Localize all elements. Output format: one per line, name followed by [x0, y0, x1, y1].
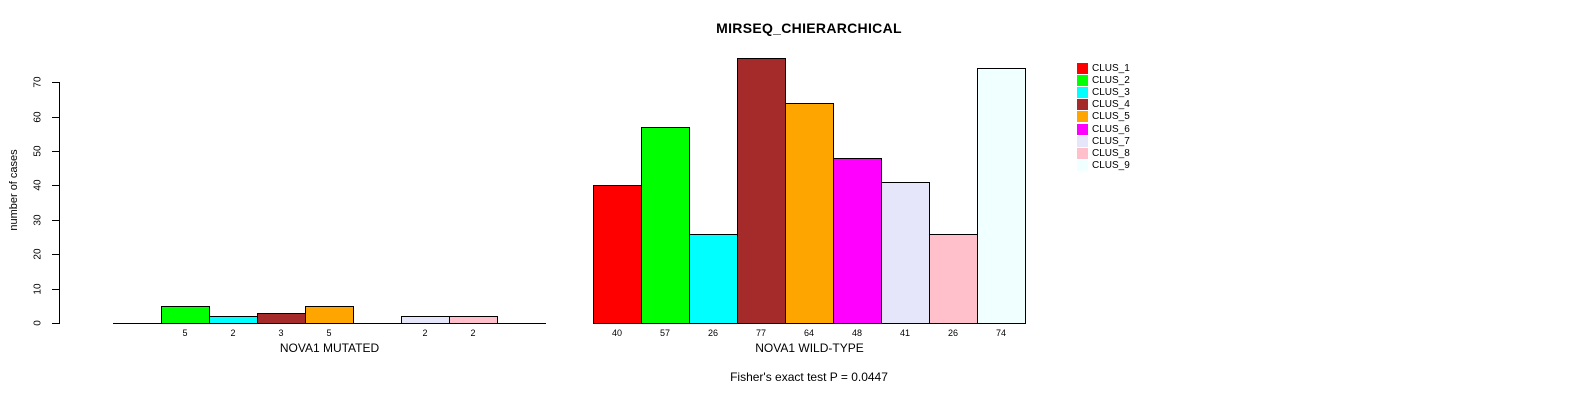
legend-label-clus_6: CLUS_6 [1092, 123, 1130, 135]
legend-swatch-clus_9 [1077, 159, 1088, 171]
legend-swatch-clus_7 [1077, 135, 1088, 147]
bar-value-label: 2 [230, 328, 236, 338]
bar-value-label: 41 [899, 328, 911, 338]
legend-label-clus_3: CLUS_3 [1092, 87, 1130, 99]
bar-clus_4 [737, 58, 786, 324]
y-tick-mark [52, 219, 59, 221]
bar-value-label: 26 [707, 328, 719, 338]
bar-value-label: 2 [470, 328, 476, 338]
legend-swatch-clus_1 [1077, 63, 1088, 74]
legend-label-clus_5: CLUS_5 [1092, 111, 1130, 123]
bar-value-label: 26 [947, 328, 959, 338]
bar-value-label: 5 [326, 328, 332, 338]
fisher-test-annotation: Fisher's exact test P = 0.0447 [730, 370, 888, 384]
chart-title: MIRSEQ_CHIERARCHICAL [716, 20, 902, 36]
legend-swatch-clus_3 [1077, 87, 1088, 99]
bar-value-label: 5 [182, 328, 188, 338]
bar-value-label: 64 [803, 328, 815, 338]
legend-label-clus_1: CLUS_1 [1092, 63, 1130, 74]
bar-clus_9 [977, 68, 1026, 324]
y-tick-mark [52, 288, 59, 290]
legend-label-clus_7: CLUS_7 [1092, 135, 1130, 147]
group-label-nova1-mutated: NOVA1 MUTATED [279, 341, 380, 355]
bar-clus_2 [641, 127, 690, 324]
legend-swatch-clus_5 [1077, 111, 1088, 123]
legend-swatch-clus_6 [1077, 123, 1088, 135]
bar-value-label: 74 [995, 328, 1007, 338]
legend-swatch-clus_2 [1077, 75, 1088, 87]
bar-clus_5 [305, 306, 354, 324]
bar-value-label: 2 [422, 328, 428, 338]
legend-label-clus_8: CLUS_8 [1092, 147, 1130, 159]
legend-swatch-clus_4 [1077, 99, 1088, 111]
group-label-nova1-wild-type: NOVA1 WILD-TYPE [755, 341, 864, 355]
y-tick-mark [52, 185, 59, 187]
legend-swatch-clus_8 [1077, 147, 1088, 159]
y-tick-mark [52, 323, 59, 324]
bar-value-label: 57 [659, 328, 671, 338]
bar-value-label: 77 [755, 328, 767, 338]
bar-clus_7 [881, 182, 930, 324]
bar-value-label: 3 [278, 328, 284, 338]
y-tick-mark [52, 116, 59, 118]
y-axis-line [59, 82, 60, 324]
y-tick-mark [52, 82, 59, 84]
bar-clus_1 [593, 185, 642, 324]
bar-value-label: 48 [851, 328, 863, 338]
y-tick-mark [52, 151, 59, 152]
bar-clus_8 [449, 316, 498, 324]
legend-label-clus_9: CLUS_9 [1092, 159, 1130, 171]
bar-clus_3 [689, 234, 738, 324]
bar-clus_2 [161, 306, 210, 324]
legend-label-clus_4: CLUS_4 [1092, 99, 1130, 111]
y-tick-mark [52, 254, 59, 256]
legend-label-clus_2: CLUS_2 [1092, 75, 1130, 87]
bar-value-label: 40 [611, 328, 623, 338]
